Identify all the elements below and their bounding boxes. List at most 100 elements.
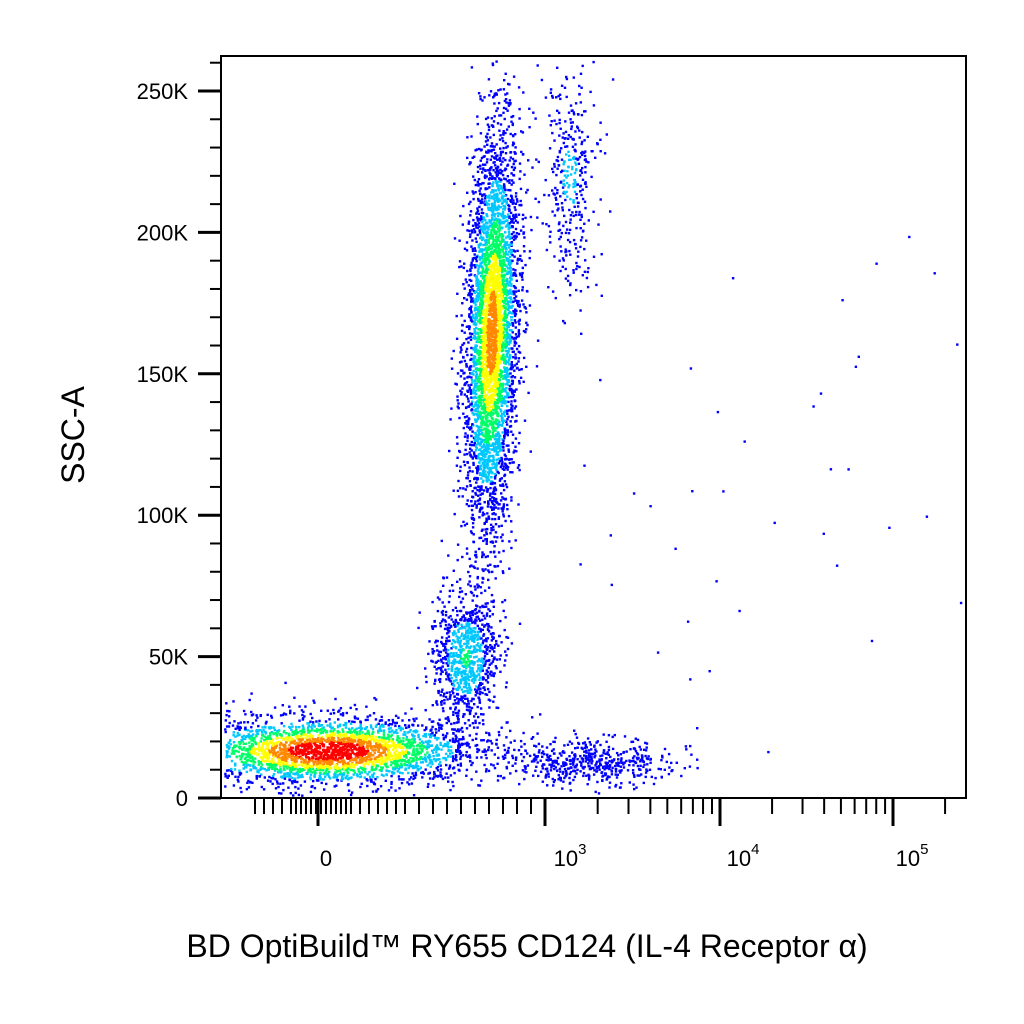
event-dot — [342, 763, 345, 766]
event-dot — [359, 752, 363, 755]
event-dot — [403, 762, 406, 766]
event-dot — [322, 762, 326, 766]
event-dot — [305, 762, 308, 765]
event-dot — [470, 455, 473, 458]
event-dot — [316, 745, 319, 749]
event-dot — [508, 336, 511, 340]
event-dot — [502, 317, 506, 320]
event-dot — [484, 474, 488, 477]
event-dot — [501, 280, 505, 283]
event-dot — [349, 731, 352, 734]
event-dot — [494, 301, 497, 304]
event-dot — [504, 307, 508, 310]
event-dot — [498, 503, 501, 506]
event-dot — [285, 765, 288, 768]
event-dot — [287, 734, 291, 737]
event-dot — [385, 748, 388, 751]
event-dot — [375, 742, 378, 745]
event-dot — [292, 780, 295, 783]
event-dot — [504, 519, 507, 523]
event-dot — [475, 385, 479, 388]
event-dot — [344, 723, 347, 727]
event-dot — [363, 758, 366, 762]
event-dot — [459, 469, 462, 473]
event-dot — [290, 768, 293, 771]
event-dot — [523, 250, 526, 253]
event-dot — [486, 467, 490, 470]
event-dot — [500, 281, 503, 285]
event-dot — [226, 776, 229, 779]
event-dot — [251, 758, 255, 761]
event-dot — [506, 360, 509, 364]
event-dot — [248, 746, 251, 749]
event-dot — [395, 729, 398, 732]
event-dot — [428, 771, 431, 775]
event-dot — [390, 723, 394, 726]
event-dot — [406, 738, 410, 742]
event-dot — [494, 531, 498, 534]
event-dot — [333, 785, 336, 788]
event-dot — [486, 512, 489, 515]
event-dot — [347, 740, 350, 743]
event-dot — [367, 760, 370, 763]
event-dot — [494, 189, 497, 192]
event-dot — [250, 759, 253, 763]
event-dot — [439, 761, 442, 764]
event-dot — [474, 312, 478, 315]
event-dot — [501, 445, 505, 449]
event-dot — [337, 739, 340, 742]
event-dot — [518, 382, 521, 385]
event-dot — [341, 737, 344, 741]
event-dot — [358, 761, 361, 764]
event-dot — [454, 757, 457, 761]
event-dot — [309, 744, 313, 747]
event-dot — [528, 256, 531, 260]
event-dot — [425, 760, 428, 763]
event-dot — [447, 746, 450, 749]
event-dot — [491, 442, 495, 445]
event-dot — [466, 755, 469, 758]
event-dot — [471, 284, 474, 288]
event-dot — [249, 750, 252, 753]
event-dot — [509, 132, 512, 136]
event-dot — [333, 754, 336, 757]
event-dot — [505, 457, 509, 461]
event-dot — [517, 464, 521, 467]
event-dot — [366, 751, 369, 754]
event-dot — [318, 762, 322, 765]
event-dot — [451, 737, 455, 740]
event-dot — [452, 732, 455, 735]
event-dot — [480, 477, 483, 480]
event-dot — [531, 716, 534, 719]
event-dot — [469, 210, 473, 213]
event-dot — [487, 234, 491, 237]
event-dot — [368, 735, 372, 738]
event-dot — [435, 738, 439, 741]
event-dot — [502, 401, 506, 405]
event-dot — [373, 740, 377, 743]
event-dot — [338, 723, 342, 726]
event-dot — [393, 752, 397, 756]
event-dot — [413, 776, 417, 779]
event-dot — [488, 471, 491, 474]
event-dot — [370, 757, 373, 760]
event-dot — [302, 751, 305, 754]
event-dot — [502, 337, 505, 340]
event-dot — [489, 136, 492, 139]
event-dot — [413, 741, 417, 744]
event-dot — [439, 773, 442, 777]
event-dot — [310, 740, 313, 743]
event-dot — [396, 765, 400, 768]
event-dot — [322, 750, 326, 753]
event-dot — [467, 611, 470, 614]
event-dot — [517, 360, 520, 363]
event-dot — [494, 411, 497, 415]
event-dot — [491, 512, 494, 516]
event-dot — [511, 115, 515, 118]
event-dot — [401, 772, 404, 775]
event-dot — [279, 752, 282, 756]
event-dot — [480, 485, 483, 488]
event-dot — [502, 133, 505, 136]
event-dot — [317, 728, 320, 732]
event-dot — [279, 771, 282, 774]
